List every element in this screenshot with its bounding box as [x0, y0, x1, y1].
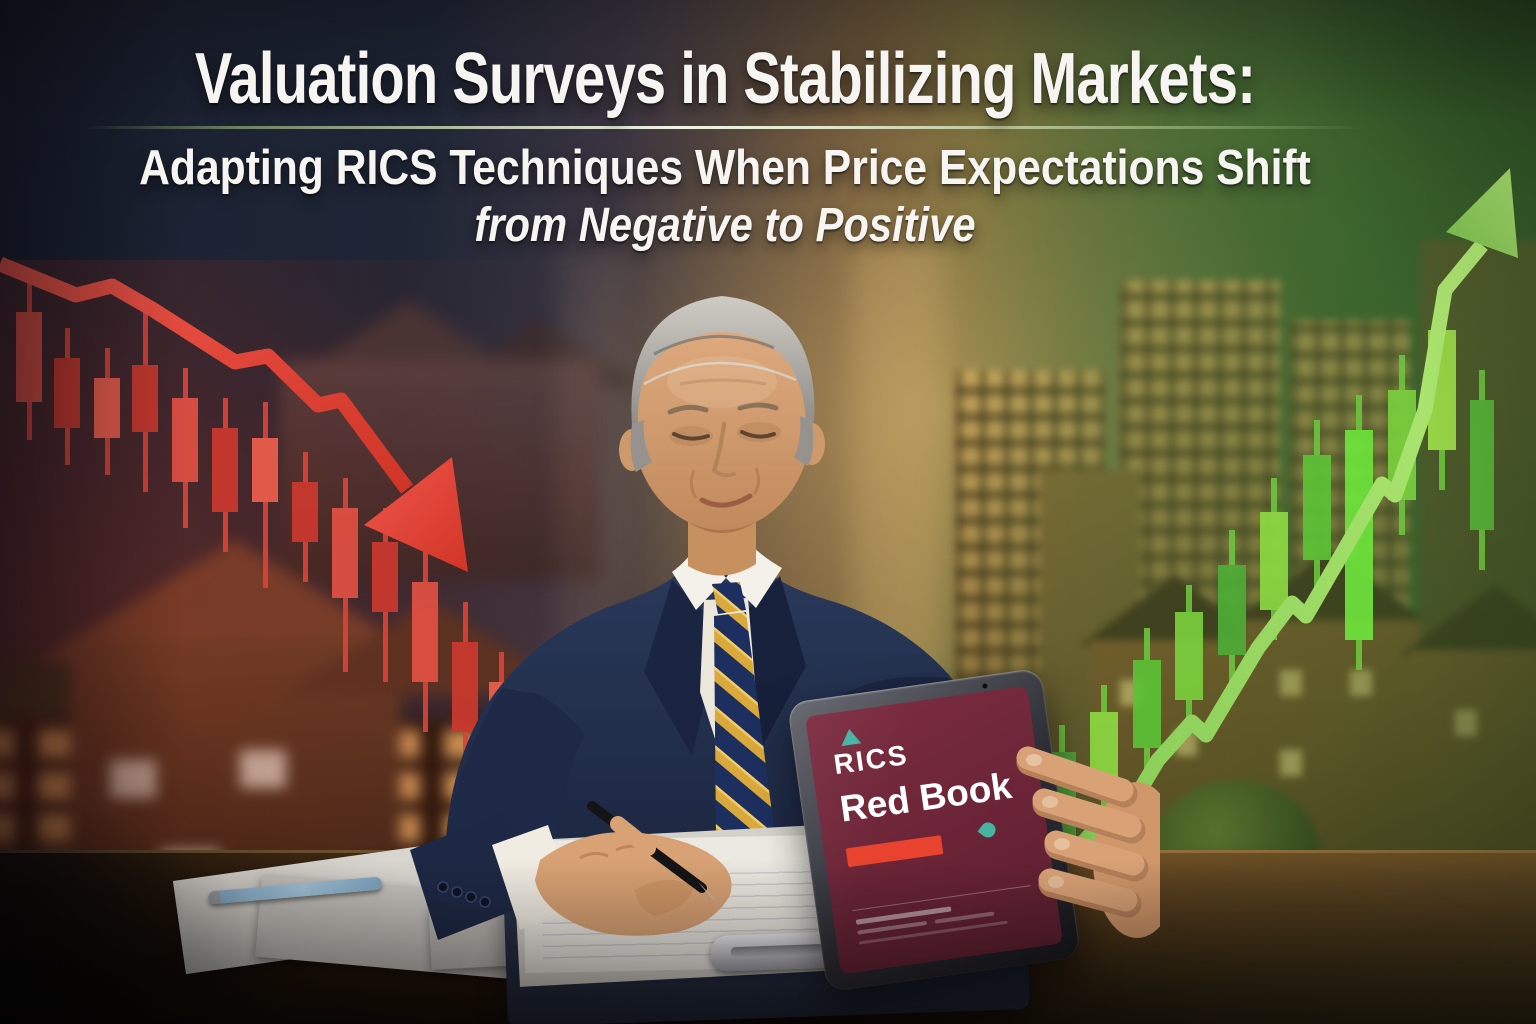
fine-print-placeholder — [855, 906, 952, 925]
headline-line-1: Valuation Surveys in Stabilizing Markets… — [194, 39, 1256, 119]
lit-window — [1350, 670, 1372, 696]
rics-logo-triangle-icon — [839, 727, 862, 747]
headline-line-3: from Negative to Positive — [474, 198, 976, 252]
headline-divider — [85, 125, 1365, 129]
clipboard-clip — [710, 930, 870, 972]
rising-candlesticks — [963, 300, 1494, 920]
loose-paper — [172, 839, 479, 975]
headline-block: Valuation Surveys in Stabilizing Markets… — [0, 42, 1450, 253]
tablet-holding-fingers — [1016, 746, 1160, 938]
lit-window — [1120, 680, 1142, 706]
town-house — [1410, 650, 1536, 910]
screen-divider — [852, 885, 1031, 912]
tablet-device: RICS Red Book — [786, 667, 1082, 993]
apartment-block — [0, 720, 520, 1024]
window-light-streak — [556, 250, 622, 870]
city-tower — [1040, 470, 1140, 890]
city-tower — [1290, 320, 1410, 880]
red-book-title: Red Book — [837, 765, 1015, 830]
screen-accent-bar — [845, 835, 944, 868]
city-tower — [955, 370, 1105, 890]
teal-droplet-icon — [977, 819, 999, 841]
shirt-and-collar — [672, 544, 782, 779]
lit-window — [1455, 710, 1477, 736]
gable-roof — [280, 600, 580, 695]
shirt-cuff — [492, 825, 575, 930]
town-house — [1090, 640, 1240, 900]
suit-torso — [442, 544, 1006, 1024]
lit-window — [240, 750, 286, 788]
city-tower — [1120, 280, 1280, 900]
tablet-screen: RICS Red Book — [804, 685, 1064, 975]
loose-paper — [428, 898, 617, 970]
falling-market-chart — [0, 257, 513, 798]
house-roof — [1235, 550, 1425, 620]
dusk-house-roof — [290, 300, 530, 380]
clipboard-paper — [512, 815, 1012, 987]
striped-tie — [712, 582, 776, 924]
foliage-silhouette — [0, 660, 140, 1024]
loose-paper — [255, 874, 566, 984]
blue-pen — [207, 876, 383, 905]
tree — [960, 820, 1100, 940]
foreground-hands — [410, 746, 1160, 940]
dusk-houses — [280, 360, 600, 580]
jacket-cuff — [410, 812, 540, 940]
town-house — [1240, 620, 1420, 910]
black-pen — [587, 801, 722, 906]
document-text-lines — [541, 857, 985, 959]
desk-surface — [0, 850, 1536, 1024]
tablet-camera-dot — [982, 683, 988, 689]
fine-print-placeholder — [858, 920, 1008, 945]
headline-line-2: Adapting RICS Techniques When Price Expe… — [139, 140, 1311, 195]
lit-window — [1280, 750, 1302, 776]
dusk-house-roof — [440, 320, 640, 386]
right-city-skyline — [900, 220, 1536, 1024]
red-tint-overlay — [0, 260, 560, 1024]
gable-roof — [40, 540, 430, 660]
window-light-streak — [852, 240, 944, 880]
down-arrow — [0, 257, 468, 572]
head — [619, 296, 825, 576]
fine-print-placeholder — [857, 920, 928, 935]
lit-window — [160, 850, 220, 898]
gable-house — [70, 640, 400, 970]
fine-print-placeholder — [934, 911, 995, 924]
clipboard-paper — [522, 831, 1004, 974]
house-roof — [1080, 575, 1270, 645]
city-tower — [1420, 240, 1536, 940]
tree — [1150, 780, 1320, 930]
lit-window — [110, 760, 156, 798]
lit-window — [1175, 730, 1197, 756]
lit-window — [1280, 670, 1302, 696]
rics-brand-text: RICS — [831, 739, 911, 781]
falling-candlesticks — [16, 278, 513, 798]
house-roof — [1400, 585, 1536, 655]
left-dusk-houses — [0, 300, 640, 1024]
writing-hand — [535, 831, 732, 936]
clipboard — [502, 815, 1030, 1024]
up-arrow — [933, 168, 1518, 1015]
valuer-figure — [442, 296, 1006, 1024]
rising-market-chart — [933, 168, 1518, 1015]
